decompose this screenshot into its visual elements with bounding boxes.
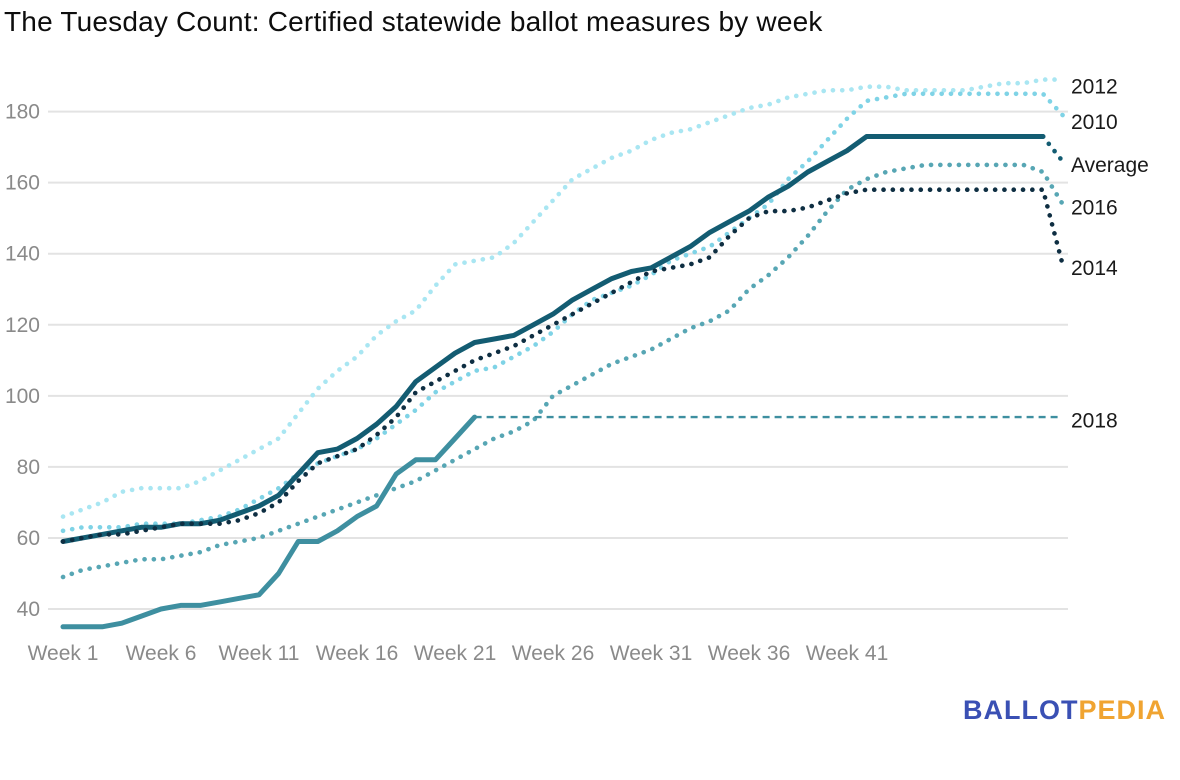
series-label-average: Average [1071,154,1149,177]
y-tick-label-180: 180 [5,101,40,124]
series-average-line [60,134,1046,544]
x-tick-label-week-11: Week 11 [219,642,300,665]
series-label-2010: 2010 [1071,111,1118,134]
series-2016-line [60,162,1065,580]
x-tick-label-week-1: Week 1 [28,642,99,665]
series-2014-line [60,187,1065,544]
chart-title: The Tuesday Count: Certified statewide b… [4,6,823,37]
y-tick-label-40: 40 [17,598,40,621]
y-tick-label-80: 80 [17,456,40,479]
series-2012-line [60,77,1065,519]
x-tick-label-week-6: Week 6 [126,642,197,665]
y-tick-label-120: 120 [5,314,40,337]
ballotpedia-logo: BALLOTPEDIA [963,695,1166,726]
y-tick-label-60: 60 [17,527,40,550]
y-tick-label-160: 160 [5,172,40,195]
series-2018-line [60,414,478,630]
x-tick-label-week-41: Week 41 [806,642,889,665]
x-tick-label-week-31: Week 31 [610,642,693,665]
series-label-2018: 2018 [1071,410,1118,433]
series-label-2016: 2016 [1071,197,1118,220]
series-2010-line [60,91,1065,534]
series-average-tail [1040,134,1065,164]
x-tick-label-week-16: Week 16 [316,642,399,665]
y-tick-label-100: 100 [5,385,40,408]
y-tick-label-140: 140 [5,243,40,266]
logo-pedia-text: PEDIA [1078,695,1166,725]
series-label-2012: 2012 [1071,76,1118,99]
x-tick-label-week-21: Week 21 [414,642,497,665]
x-tick-label-week-26: Week 26 [512,642,595,665]
x-tick-label-week-36: Week 36 [708,642,791,665]
logo-ballot-text: BALLOT [962,695,1079,725]
series-label-2014: 2014 [1071,257,1118,280]
